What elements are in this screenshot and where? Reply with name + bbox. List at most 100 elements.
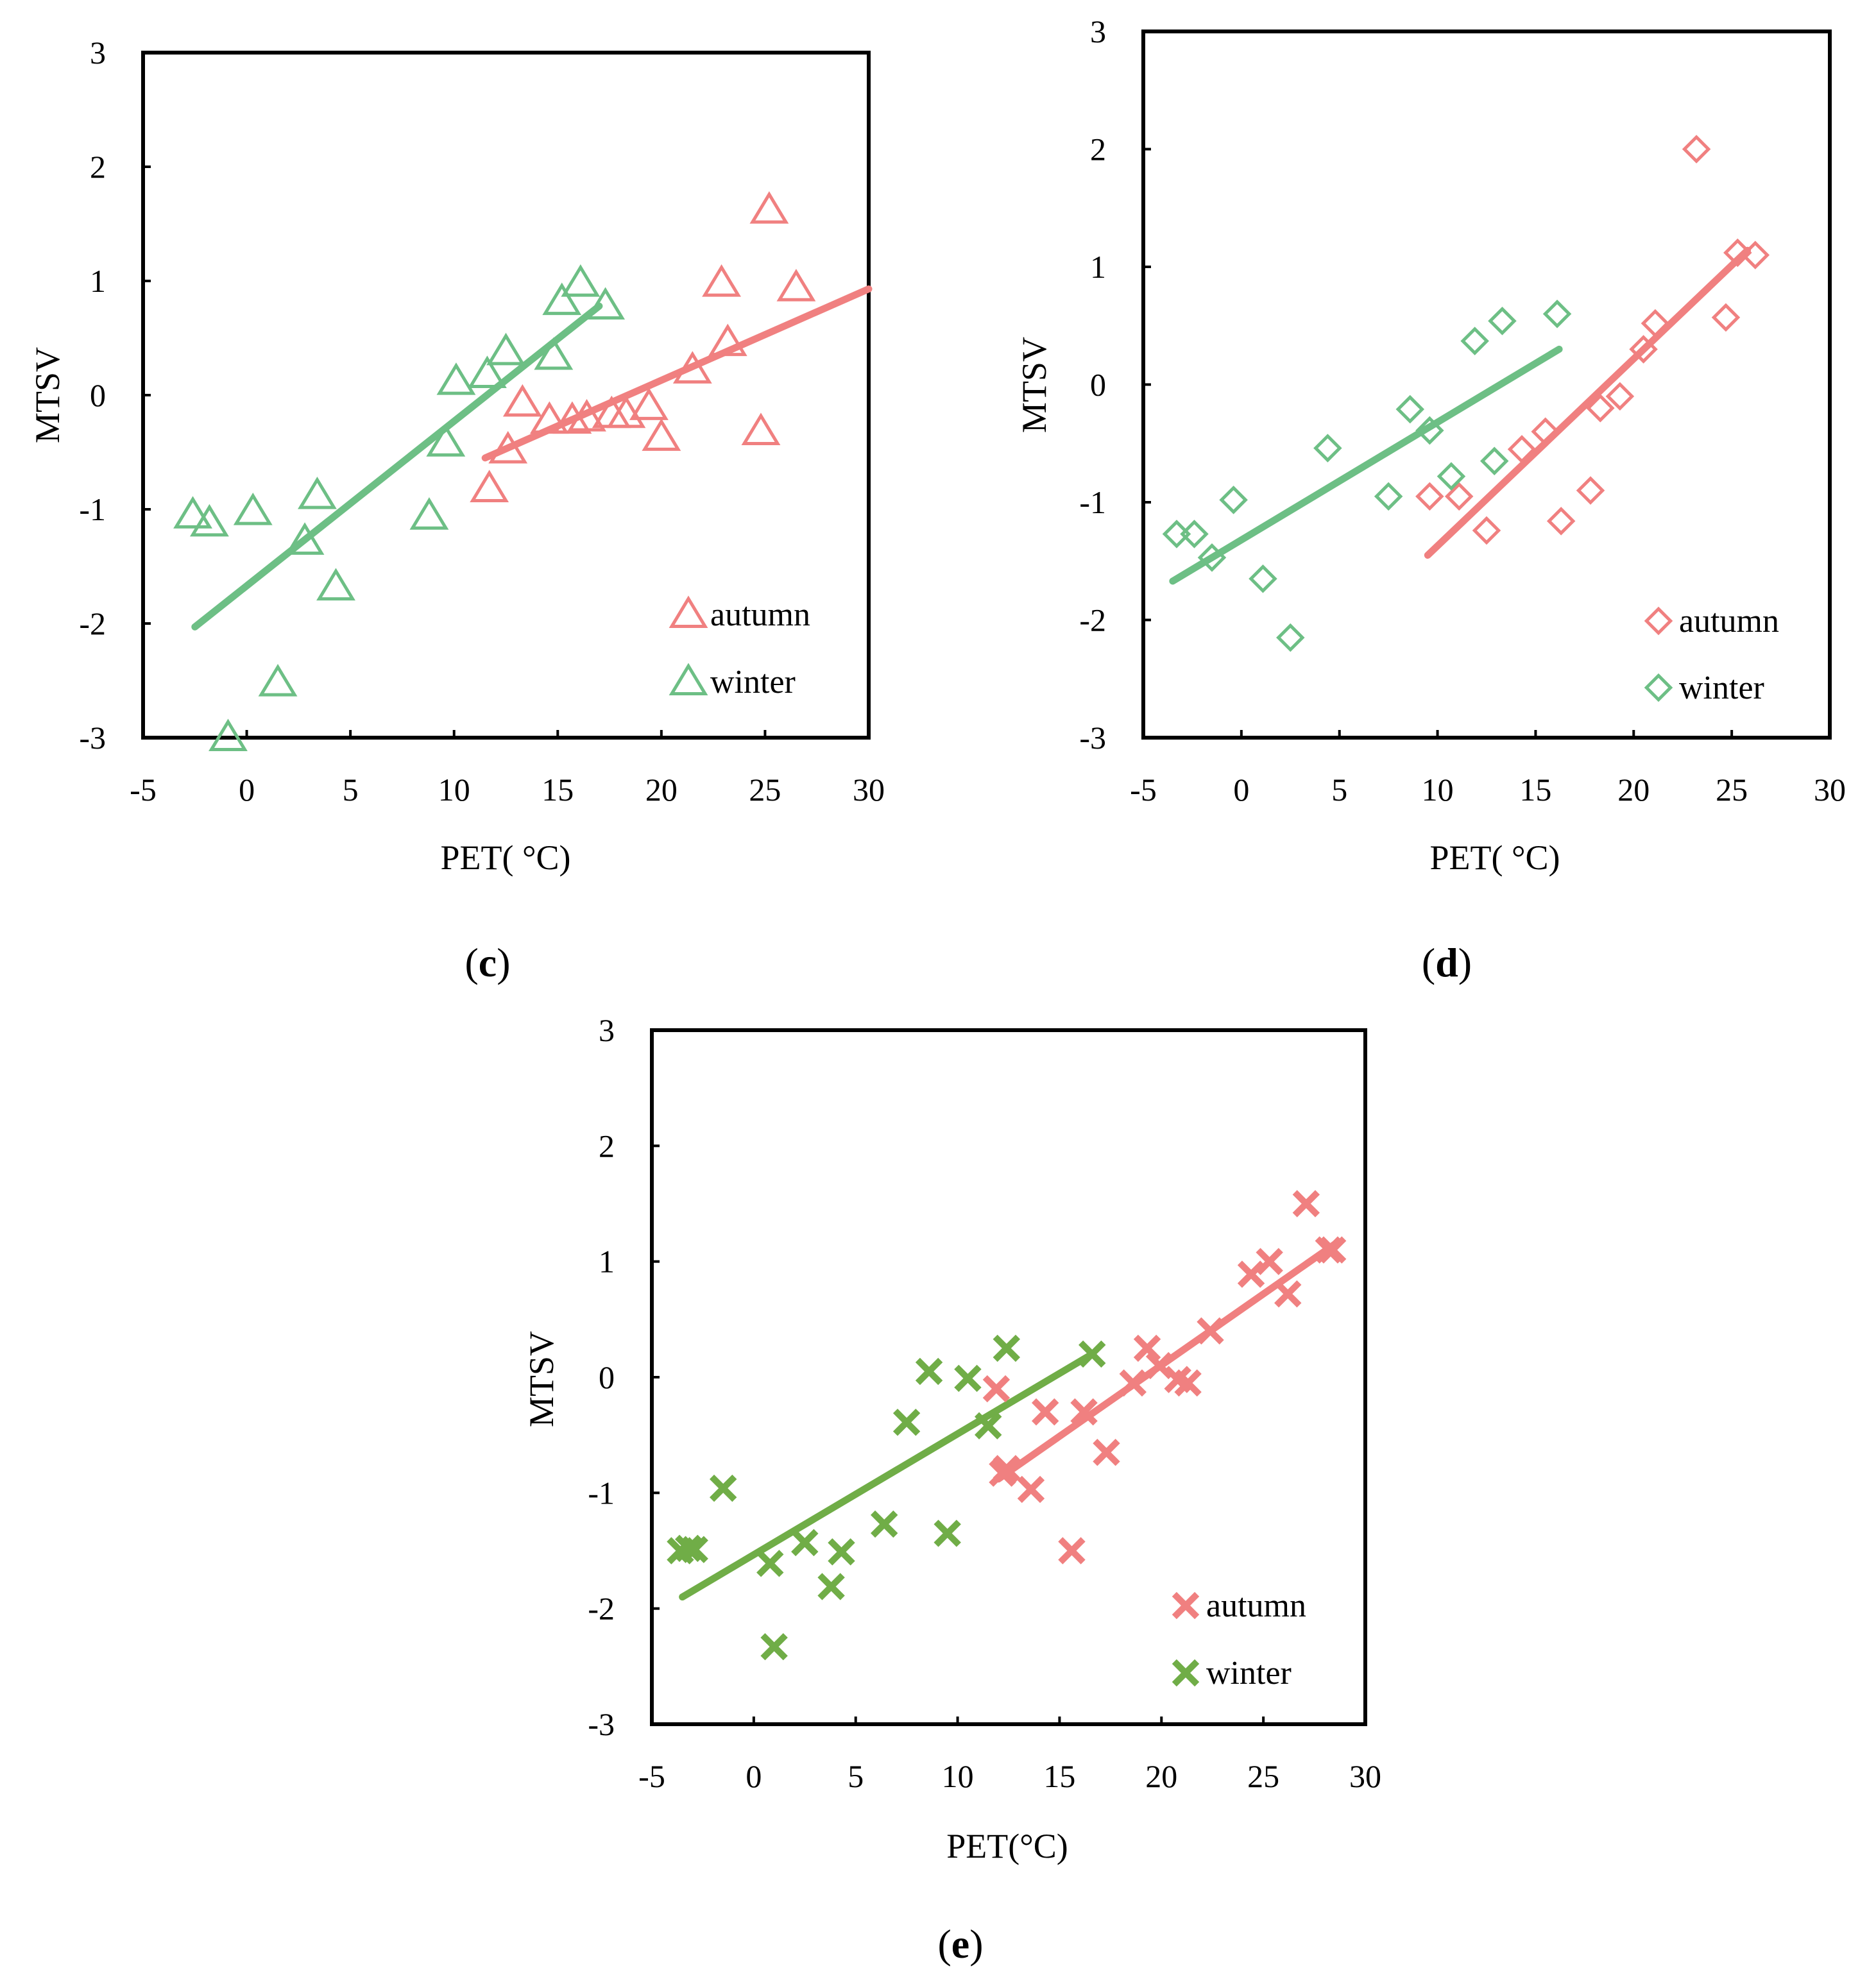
panel-e-y-tick-label: 1 xyxy=(599,1244,615,1280)
panel-e-winter-point xyxy=(791,1529,819,1557)
panel-c-caption-open: ( xyxy=(465,940,478,985)
panel-e-x-tick-label: 25 xyxy=(1247,1758,1279,1794)
panel-e-autumn-point xyxy=(1058,1537,1086,1564)
panel-c-caption: (c) xyxy=(465,940,510,985)
panel-c-autumn-trendline xyxy=(481,285,873,462)
panel-c-autumn-point xyxy=(708,323,747,357)
panel-c-winter-point xyxy=(233,493,273,525)
panel-c-legend: autumn winter xyxy=(669,595,810,700)
panel-c-x-tick-label: -5 xyxy=(130,772,157,808)
panel-c-winter-point xyxy=(561,264,601,297)
panel-e-x-tick-label: -5 xyxy=(638,1758,665,1794)
panel-d-y-tick-label: 2 xyxy=(1090,131,1106,167)
panel-e-y-ticks: -3 -2 -1 0 1 2 3 xyxy=(588,1012,660,1742)
panel-e-y-tick-label: -3 xyxy=(588,1706,615,1742)
panel-d-winter-trendline xyxy=(1169,345,1563,585)
panel-c-autumn-point xyxy=(672,351,712,384)
panel-e-x-tick-label: 5 xyxy=(848,1758,864,1794)
panel-e-x-tick-label: 10 xyxy=(942,1758,974,1794)
panel-e-winter-point xyxy=(674,1534,703,1563)
panel-d-autumn-point xyxy=(1415,482,1444,511)
panel-e-caption: (e) xyxy=(937,1921,983,1967)
panel-d-y-tick-label: 1 xyxy=(1090,249,1106,285)
panel-c-winter-point xyxy=(586,287,626,320)
panel-d-autumn-point xyxy=(1444,482,1474,511)
panel-d-caption-letter: d xyxy=(1435,940,1458,985)
panel-d-legend-autumn-symbol xyxy=(1644,606,1673,636)
panel-d-autumn-point xyxy=(1586,393,1615,423)
panel-c-autumn-point xyxy=(749,191,789,224)
panel-e-y-axis-label: MTSV xyxy=(522,1331,561,1427)
panel-d-y-ticks: -3 -2 -1 0 1 2 3 xyxy=(1079,13,1151,756)
panel-d-winter-point xyxy=(1437,462,1466,491)
panel-d-autumn-point xyxy=(1507,435,1537,464)
panel-d-legend-winter-label: winter xyxy=(1679,670,1764,706)
panel-e-winter-point xyxy=(892,1409,921,1436)
panel-e-autumn-point xyxy=(1070,1398,1098,1426)
panel-e-legend-autumn-marker xyxy=(1172,1591,1200,1620)
panel-c-legend-winter-marker xyxy=(669,663,708,696)
panel-c-x-tick-label: 30 xyxy=(853,772,885,808)
panel-e-y-tick-label: 0 xyxy=(599,1359,615,1395)
panel-d-x-tick-label: 30 xyxy=(1814,772,1846,808)
panel-e-autumn-point xyxy=(1292,1190,1320,1217)
panel-c-winter-point xyxy=(534,337,574,370)
panel-d-x-tick-label: 20 xyxy=(1617,772,1650,808)
panel-d-x-axis-label: PET( °C) xyxy=(1429,838,1560,877)
panel-d-autumn-point xyxy=(1641,309,1670,338)
panel-d-autumn-point xyxy=(1531,417,1560,446)
panel-c-winter-point xyxy=(285,522,325,555)
panel-c-winter-point xyxy=(209,718,248,752)
panel-c-winter-point xyxy=(542,282,582,316)
panel-d-legend-autumn-marker xyxy=(1644,606,1673,636)
panel-e: -5 0 5 10 15 20 25 30 -3 -2 -1 0 1 2 3 PET(°C) MTSV a… xyxy=(522,1012,1381,1967)
panel-d-winter-point xyxy=(1313,434,1342,462)
panel-c-winter-point xyxy=(173,496,212,529)
panel-c-y-ticks: -3 -2 -1 0 1 2 3 xyxy=(79,35,151,756)
panel-c-autumn-point xyxy=(702,264,741,297)
panel-e-x-tick-label: 20 xyxy=(1145,1758,1177,1794)
panel-e-autumn-point xyxy=(1274,1280,1302,1308)
panel-e-y-tick-label: 2 xyxy=(599,1128,615,1164)
panel-e-autumn-point xyxy=(1017,1475,1045,1504)
panel-d-autumn-point xyxy=(1682,135,1711,164)
panel-d-winter-point xyxy=(1276,623,1305,652)
panel-d-autumn-point xyxy=(1546,507,1576,536)
panel-d-winter-point xyxy=(1249,564,1277,593)
panel-c-x-tick-label: 5 xyxy=(343,772,359,808)
panel-c-winter-point xyxy=(467,355,507,388)
panel-c-x-ticks: -5 0 5 10 15 20 25 30 xyxy=(130,730,885,808)
panel-e-winter-point xyxy=(934,1520,961,1547)
panel-e-winter-point xyxy=(817,1573,845,1600)
panel-c-legend-winter-symbol xyxy=(669,663,708,696)
panel-c-legend-autumn-marker xyxy=(669,595,708,629)
panel-e-autumn-point xyxy=(982,1375,1010,1403)
panel-e-y-tick-label: -1 xyxy=(588,1475,615,1511)
panel-d-x-tick-label: 0 xyxy=(1233,772,1249,808)
panel-c-x-tick-label: 10 xyxy=(438,772,470,808)
panel-c-x-tick-label: 20 xyxy=(645,772,678,808)
panel-c-x-tick-label: 15 xyxy=(541,772,574,808)
panel-e-winter-point xyxy=(1079,1340,1106,1368)
panel-e-winter-trendline xyxy=(679,1350,1096,1601)
panel-e-winter-point xyxy=(709,1474,737,1502)
panel-d-x-tick-label: 25 xyxy=(1716,772,1748,808)
panel-e-winter-point xyxy=(954,1364,982,1393)
panel-c-y-tick-label: 0 xyxy=(90,377,106,413)
panel-c-trendlines xyxy=(191,285,873,631)
panel-d-trendlines xyxy=(1169,246,1752,585)
panel-d-winter-point xyxy=(1219,486,1248,514)
panel-c-y-tick-label: 1 xyxy=(90,263,106,299)
panel-e-winter-point xyxy=(681,1536,708,1563)
panel-d-x-tick-label: 15 xyxy=(1519,772,1551,808)
panel-c-autumn-point xyxy=(488,430,528,464)
panel-e-winter-point xyxy=(828,1538,855,1566)
panel-e-y-tick-label: 3 xyxy=(599,1012,615,1048)
panel-c-legend-winter-label: winter xyxy=(710,664,796,700)
panel-c-y-axis-label: MTSV xyxy=(28,347,67,443)
panel-c-autumn-point xyxy=(741,412,781,445)
panel-e-x-axis-label: PET(°C) xyxy=(946,1827,1068,1865)
panel-c-plot-frame xyxy=(141,51,871,740)
